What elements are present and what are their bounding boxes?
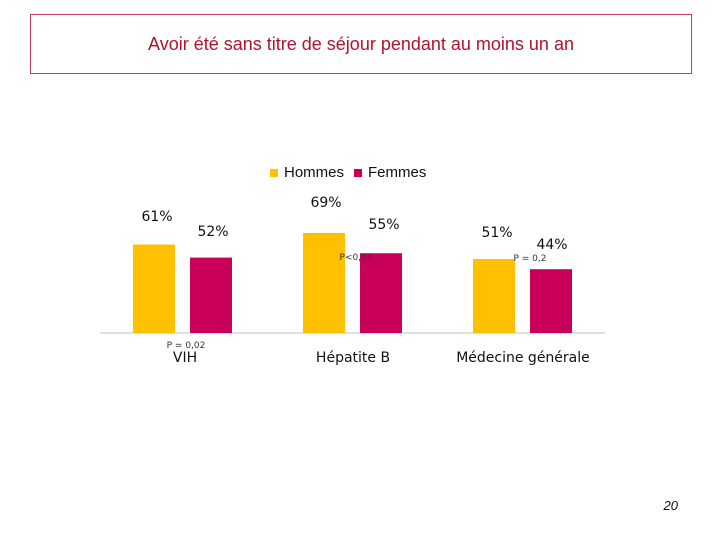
data-label-femmes-3: 44% bbox=[536, 237, 567, 253]
data-label-femmes-1: 52% bbox=[197, 224, 228, 240]
chart-title: Avoir été sans titre de séjour pendant a… bbox=[148, 33, 574, 54]
p-value-annotation-2: P<0,01 bbox=[339, 253, 372, 263]
title-box: Avoir été sans titre de séjour pendant a… bbox=[30, 14, 692, 74]
legend-label-femmes: Femmes bbox=[368, 164, 427, 181]
category-label-3: Médecine générale bbox=[456, 350, 590, 366]
legend-item-femmes: Femmes bbox=[354, 164, 426, 181]
data-label-hommes-3: 51% bbox=[481, 225, 512, 241]
bar-femmes-3 bbox=[530, 269, 572, 333]
category-label-1: VIH bbox=[173, 350, 197, 366]
legend: Hommes Femmes bbox=[270, 164, 436, 181]
data-label-hommes-1: 61% bbox=[141, 209, 172, 225]
bar-femmes-2 bbox=[360, 253, 402, 333]
legend-item-hommes: Hommes bbox=[270, 164, 344, 181]
legend-swatch-femmes bbox=[354, 168, 363, 177]
data-label-hommes-2: 69% bbox=[310, 195, 341, 211]
category-label-2: Hépatite B bbox=[316, 350, 390, 366]
p-value-annotation-1: P = 0,02 bbox=[167, 341, 206, 351]
bar-femmes-1 bbox=[190, 257, 232, 333]
p-value-annotation-3: P = 0,2 bbox=[513, 254, 546, 264]
bar-hommes-2 bbox=[303, 232, 345, 333]
bar-hommes-1 bbox=[133, 244, 175, 333]
bar-hommes-3 bbox=[473, 259, 515, 333]
page-number: 20 bbox=[663, 498, 678, 513]
legend-label-hommes: Hommes bbox=[284, 164, 345, 181]
legend-swatch-hommes bbox=[270, 168, 278, 177]
data-label-femmes-2: 55% bbox=[368, 217, 399, 233]
